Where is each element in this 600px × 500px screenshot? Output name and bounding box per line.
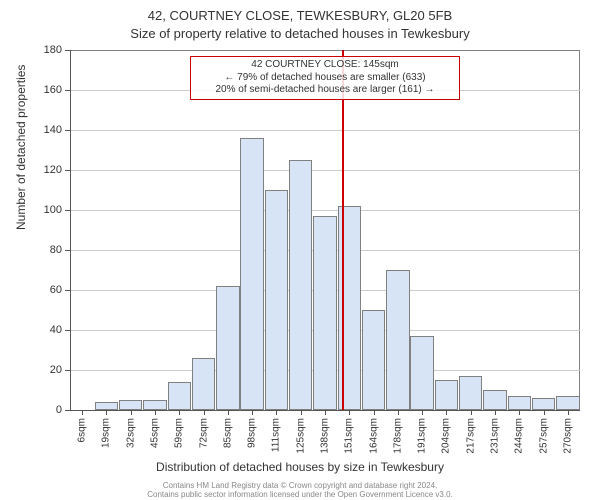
y-tick (65, 370, 70, 371)
histogram-bar (508, 396, 531, 410)
x-tick-label: 204sqm (441, 418, 452, 454)
callout-line-2: ← 79% of detached houses are smaller (63… (195, 72, 455, 85)
histogram-bar (265, 190, 288, 410)
y-tick-label: 20 (22, 364, 62, 376)
x-tick (252, 410, 253, 415)
x-tick-label: 191sqm (417, 418, 428, 454)
callout-line-1: 42 COURTNEY CLOSE: 145sqm (195, 59, 455, 72)
histogram-bar (459, 376, 482, 410)
y-tick (65, 330, 70, 331)
y-axis (70, 50, 71, 410)
x-tick-label: 151sqm (344, 418, 355, 454)
histogram-bar (143, 400, 166, 410)
x-tick (325, 410, 326, 415)
x-tick (131, 410, 132, 415)
histogram-bar (362, 310, 385, 410)
histogram-bar (483, 390, 506, 410)
y-tick (65, 210, 70, 211)
x-tick (519, 410, 520, 415)
x-tick (495, 410, 496, 415)
x-tick (155, 410, 156, 415)
histogram-bar (192, 358, 215, 410)
histogram-bar (556, 396, 579, 410)
y-tick-label: 180 (22, 44, 62, 56)
histogram-bar (532, 398, 555, 410)
x-tick (544, 410, 545, 415)
x-tick-label: 270sqm (562, 418, 573, 454)
y-tick-label: 0 (22, 404, 62, 416)
y-tick-label: 140 (22, 124, 62, 136)
y-tick-label: 160 (22, 84, 62, 96)
x-tick-label: 217sqm (465, 418, 476, 454)
x-tick-label: 111sqm (271, 418, 282, 452)
histogram-bar (168, 382, 191, 410)
page-title: 42, COURTNEY CLOSE, TEWKESBURY, GL20 5FB (0, 8, 600, 23)
x-tick-label: 19sqm (101, 418, 112, 448)
x-tick-label: 59sqm (174, 418, 185, 448)
callout-line-3: 20% of semi-detached houses are larger (… (195, 84, 455, 97)
histogram-bar (435, 380, 458, 410)
x-tick (179, 410, 180, 415)
x-tick-label: 72sqm (198, 418, 209, 448)
y-tick (65, 410, 70, 411)
gridline (70, 130, 580, 131)
gridline (70, 210, 580, 211)
y-tick-label: 120 (22, 164, 62, 176)
x-tick (228, 410, 229, 415)
histogram-bar (289, 160, 312, 410)
histogram-bar (119, 400, 142, 410)
marker-line (342, 50, 344, 410)
x-tick (204, 410, 205, 415)
marker-callout: 42 COURTNEY CLOSE: 145sqm← 79% of detach… (190, 56, 460, 100)
x-tick-label: 6sqm (77, 418, 88, 442)
histogram-bar (240, 138, 263, 410)
y-tick (65, 250, 70, 251)
page-subtitle: Size of property relative to detached ho… (0, 26, 600, 41)
x-tick-label: 138sqm (320, 418, 331, 454)
x-tick (422, 410, 423, 415)
x-tick-label: 32sqm (125, 418, 136, 448)
y-tick (65, 90, 70, 91)
y-tick-label: 80 (22, 244, 62, 256)
y-tick (65, 290, 70, 291)
x-tick (276, 410, 277, 415)
x-tick-label: 244sqm (514, 418, 525, 454)
histogram-bar (386, 270, 409, 410)
gridline (70, 170, 580, 171)
x-tick-label: 178sqm (392, 418, 403, 454)
x-tick (301, 410, 302, 415)
y-tick (65, 50, 70, 51)
y-tick-label: 60 (22, 284, 62, 296)
y-tick (65, 130, 70, 131)
x-tick (398, 410, 399, 415)
x-axis-label: Distribution of detached houses by size … (0, 460, 600, 474)
x-tick-label: 98sqm (247, 418, 258, 448)
x-tick (349, 410, 350, 415)
x-tick (374, 410, 375, 415)
histogram-bar (410, 336, 433, 410)
footer-line-1: Contains HM Land Registry data © Crown c… (0, 481, 600, 490)
x-tick (106, 410, 107, 415)
x-tick (568, 410, 569, 415)
x-tick (82, 410, 83, 415)
x-tick-label: 257sqm (538, 418, 549, 454)
y-tick-label: 40 (22, 324, 62, 336)
footer-line-2: Contains public sector information licen… (0, 490, 600, 499)
y-tick (65, 170, 70, 171)
x-tick (471, 410, 472, 415)
histogram-plot: 42 COURTNEY CLOSE: 145sqm← 79% of detach… (70, 50, 580, 410)
x-tick-label: 231sqm (490, 418, 501, 454)
x-tick-label: 164sqm (368, 418, 379, 454)
x-tick-label: 125sqm (295, 418, 306, 454)
x-tick (446, 410, 447, 415)
x-tick-label: 45sqm (150, 418, 161, 448)
y-tick-label: 100 (22, 204, 62, 216)
histogram-bar (95, 402, 118, 410)
histogram-bar (216, 286, 239, 410)
footer-attribution: Contains HM Land Registry data © Crown c… (0, 481, 600, 499)
histogram-bar (313, 216, 336, 410)
x-tick-label: 85sqm (222, 418, 233, 448)
